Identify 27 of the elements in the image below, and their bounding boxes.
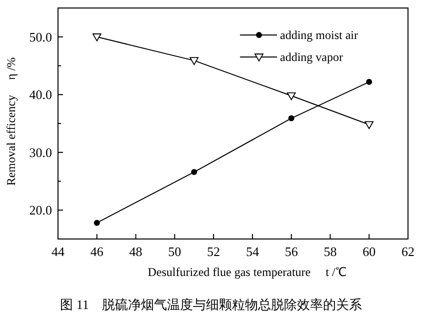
x-tick-label: 60 (362, 244, 376, 259)
x-tick-label: 46 (90, 244, 104, 259)
legend-label: adding vapor (280, 50, 343, 64)
legend-label: adding moist air (280, 28, 358, 42)
x-tick-label: 56 (284, 244, 298, 259)
point (286, 92, 296, 100)
point (366, 78, 372, 85)
y-axis-title: Removal efficency η /% (4, 57, 18, 186)
point (364, 121, 374, 130)
x-tick-label: 58 (324, 244, 337, 259)
text: 图 11 脱硫净烟气温度与细颗粒物总脱除效率的关系 (60, 297, 362, 312)
y-tick-label: 30.0 (29, 144, 52, 160)
x-tick-label: 44 (52, 244, 65, 259)
y-tick-label: 20.0 (29, 202, 52, 218)
y-tick-label: 40.0 (29, 87, 52, 102)
point (191, 169, 198, 176)
point (190, 57, 199, 66)
point (94, 220, 100, 226)
x-tick-label: 62 (402, 244, 414, 259)
x-tick-label: 50 (168, 244, 182, 259)
y-tick-label: 50.0 (29, 29, 52, 44)
point (288, 115, 294, 122)
point (92, 33, 102, 42)
x-tick-label: 48 (129, 244, 142, 259)
x-axis-title: Desulfurized flue gas temperature t /℃ (148, 265, 346, 279)
x-tick-label: 52 (207, 244, 220, 259)
x-tick-label: 54 (246, 244, 260, 259)
